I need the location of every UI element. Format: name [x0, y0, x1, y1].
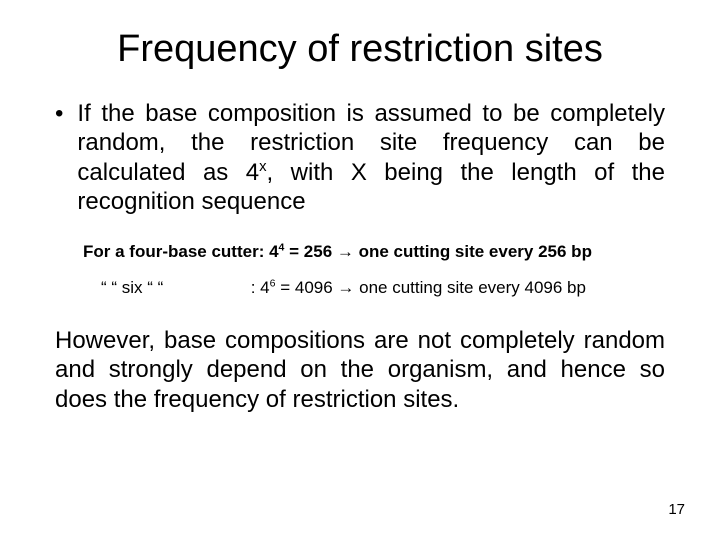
ex1-mid: = 256	[284, 242, 336, 261]
bullet-text: If the base composition is assumed to be…	[77, 99, 665, 216]
ex2-lead: “ “ six “ “	[101, 278, 246, 298]
arrow-icon: →	[337, 278, 354, 297]
ex1-post: one cutting site every 256 bp	[354, 242, 592, 261]
example-block: For a four-base cutter: 44 = 256 → one c…	[83, 242, 665, 298]
ex2-mid: = 4096	[275, 278, 337, 297]
paragraph: However, base compositions are not compl…	[55, 326, 665, 414]
example-line-six: “ “ six “ “ : 46 = 4096 → one cutting si…	[101, 278, 665, 298]
bullet-exponent: x	[259, 159, 266, 175]
bullet-dot: •	[55, 99, 77, 216]
slide-title: Frequency of restriction sites	[55, 28, 665, 71]
page-number: 17	[668, 501, 685, 518]
ex2-pre: : 4	[246, 278, 270, 297]
bullet-item: • If the base composition is assumed to …	[55, 99, 665, 216]
ex1-pre: For a four-base cutter: 4	[83, 242, 279, 261]
arrow-icon: →	[337, 242, 354, 261]
ex2-post: one cutting site every 4096 bp	[354, 278, 586, 297]
example-line-four: For a four-base cutter: 44 = 256 → one c…	[83, 242, 665, 262]
slide: Frequency of restriction sites • If the …	[0, 0, 720, 540]
